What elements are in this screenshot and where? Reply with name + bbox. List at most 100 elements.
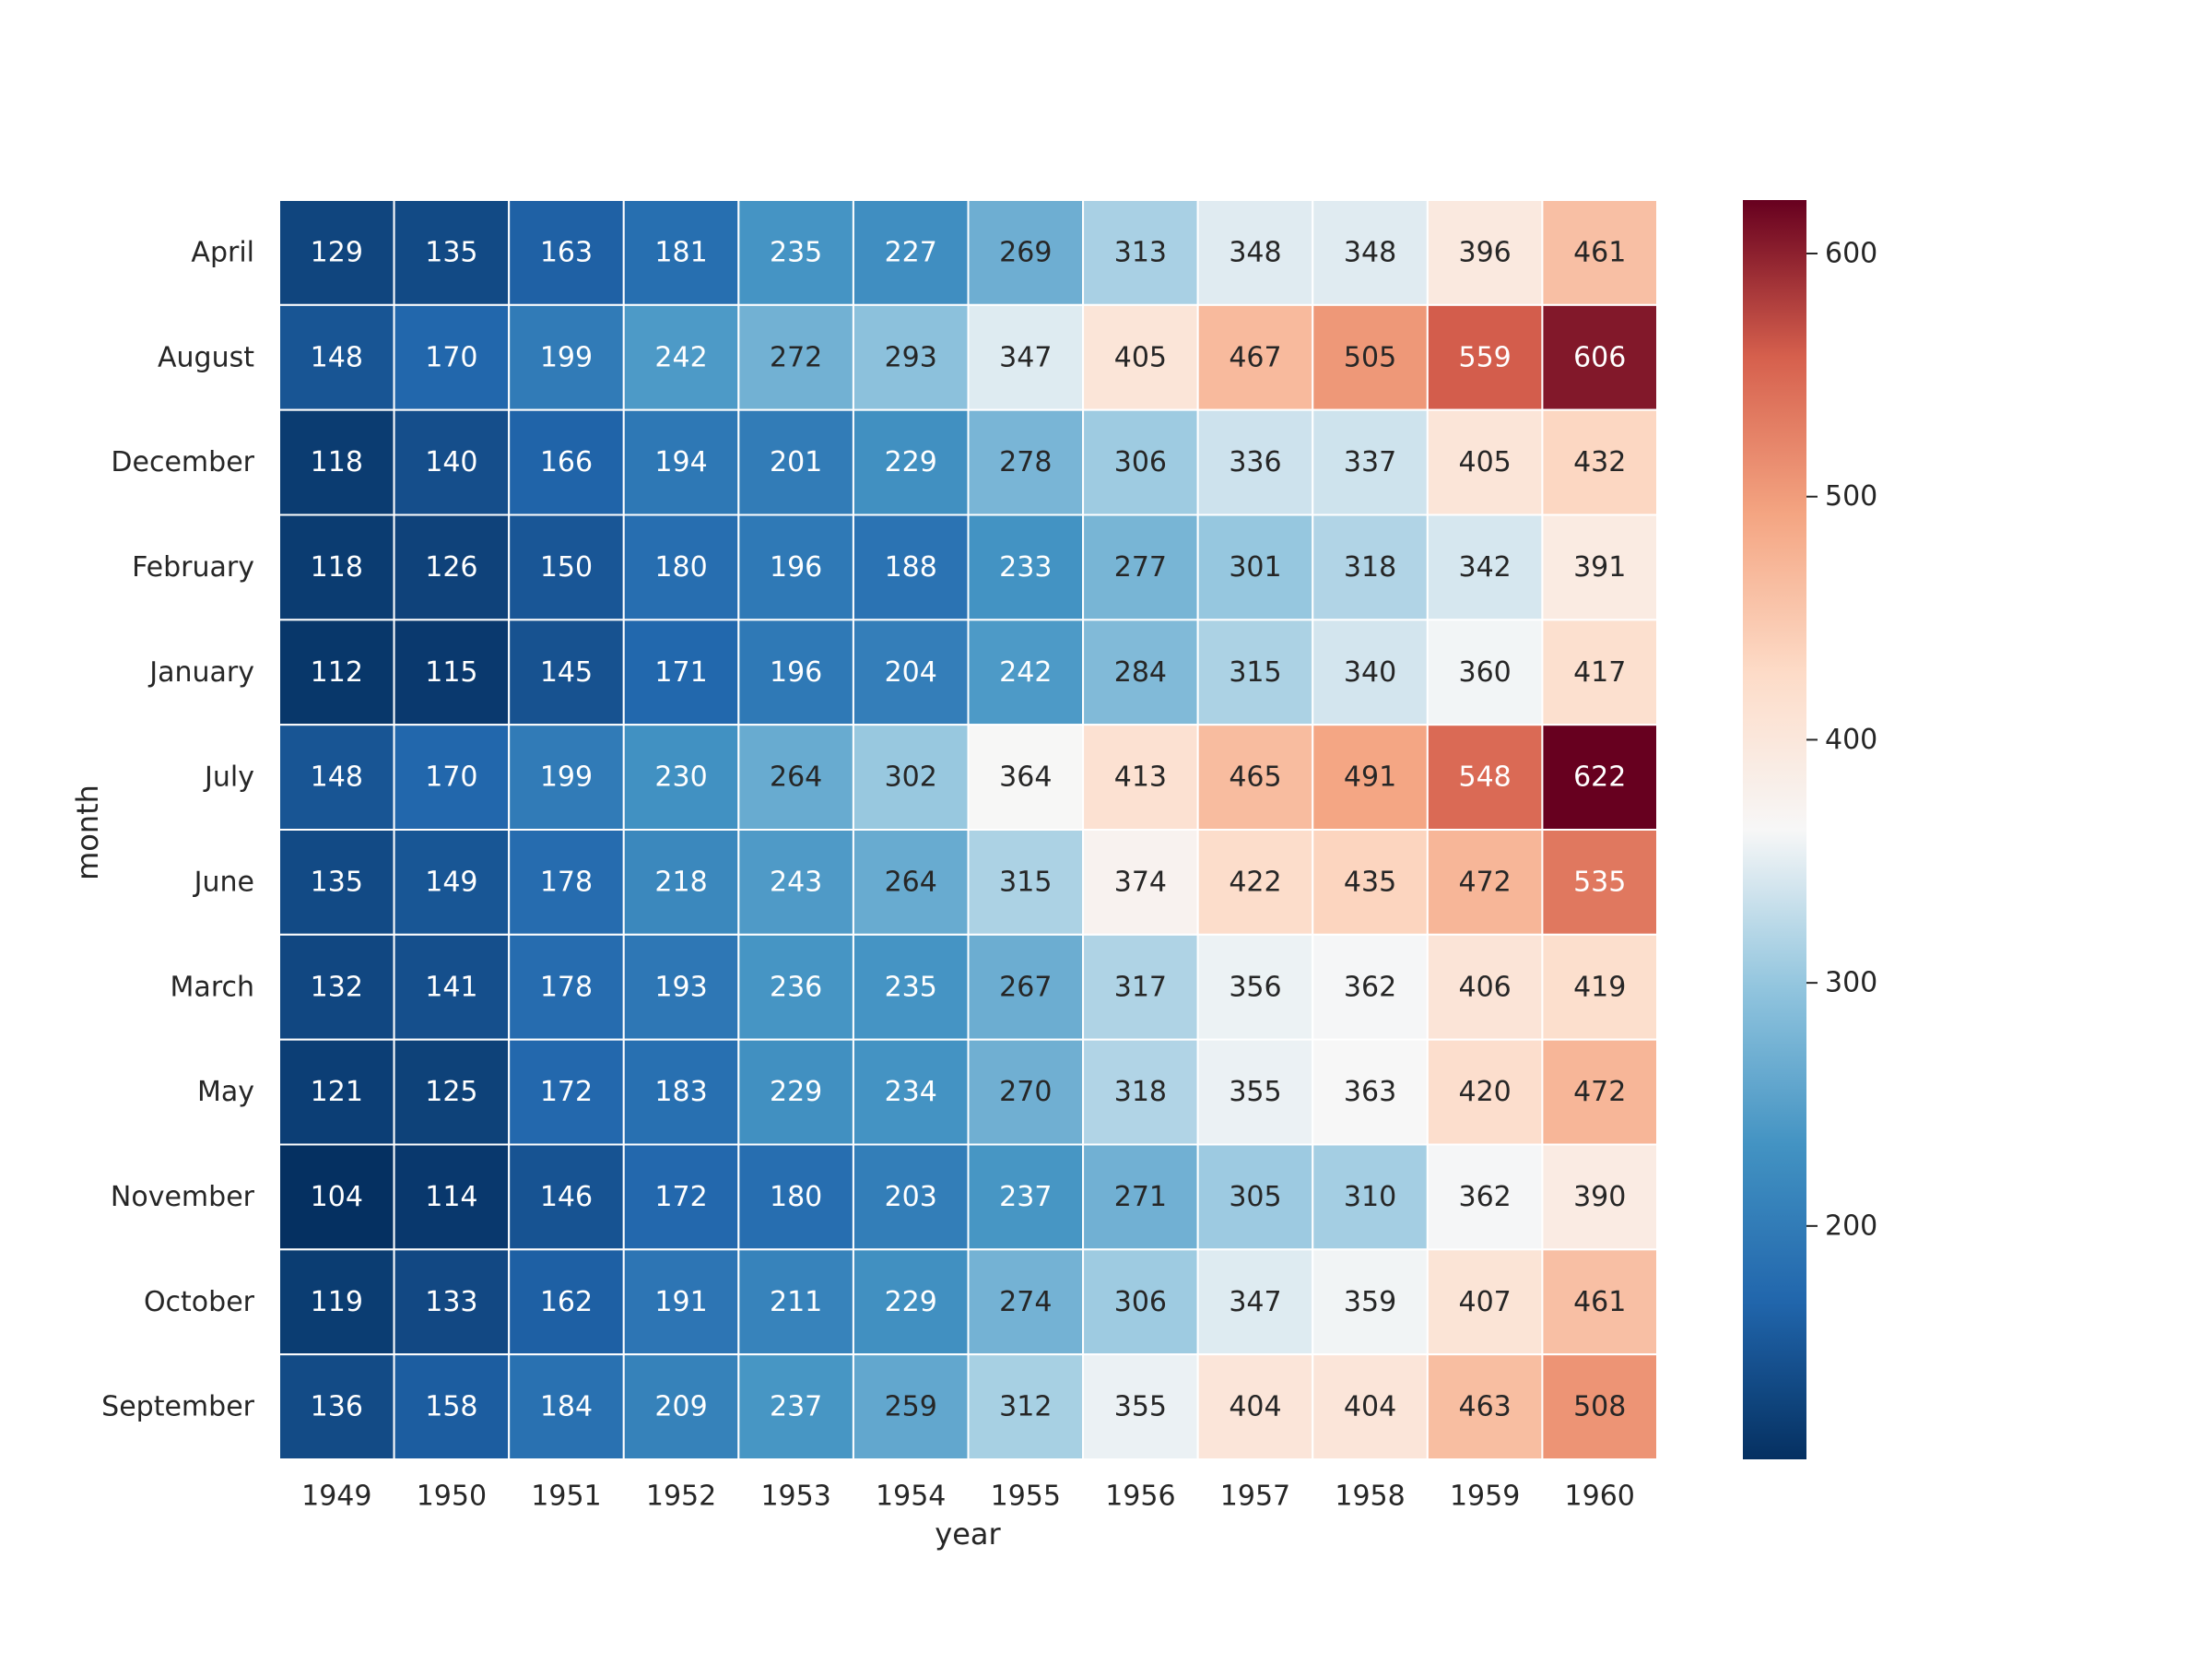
- heatmap-cell: [1541, 408, 1658, 516]
- heatmap-cell: [393, 303, 511, 411]
- cell-value-label: 270: [999, 1076, 1052, 1108]
- cell-value-label: 267: [999, 971, 1052, 1003]
- cell-value-label: 148: [311, 341, 363, 373]
- heatmap-cells: 129 135 163 181 235 227 269 313 348 348 396 461 148 1…: [278, 199, 1658, 1460]
- cell-value-label: 390: [1573, 1181, 1626, 1213]
- cell-value-label: 315: [1229, 656, 1281, 689]
- cell-value-label: 133: [425, 1286, 477, 1318]
- cell-value-label: 132: [311, 971, 363, 1003]
- heatmap-cell: [393, 1038, 511, 1146]
- heatmap-cell: [1196, 724, 1314, 832]
- y-tick-label: November: [111, 1181, 255, 1213]
- x-tick-label: 1953: [760, 1481, 830, 1513]
- colorbar-tick-label: 300: [1825, 967, 1877, 999]
- cell-value-label: 145: [540, 656, 593, 689]
- heatmap-cell: [967, 1353, 1085, 1460]
- heatmap-cell: [737, 829, 854, 936]
- y-tick-label: December: [111, 446, 254, 478]
- heatmap-cell: [737, 1353, 854, 1460]
- heatmap-cell: [622, 933, 740, 1041]
- heatmap-cell: [1426, 1248, 1544, 1356]
- cell-value-label: 364: [999, 761, 1052, 794]
- cell-value-label: 472: [1573, 1076, 1626, 1108]
- cell-value-label: 181: [654, 236, 707, 268]
- cell-value-label: 317: [1114, 971, 1167, 1003]
- cell-value-label: 435: [1344, 866, 1396, 898]
- cell-value-label: 463: [1458, 1391, 1511, 1423]
- cell-value-label: 211: [770, 1286, 822, 1318]
- cell-value-label: 242: [654, 341, 707, 373]
- heatmap-cell: [1082, 199, 1199, 306]
- cell-value-label: 363: [1344, 1076, 1396, 1108]
- cell-value-label: 191: [654, 1286, 707, 1318]
- cell-value-label: 315: [999, 866, 1052, 898]
- y-tick-label: September: [101, 1391, 254, 1423]
- cell-value-label: 269: [999, 236, 1052, 268]
- cell-value-label: 301: [1229, 551, 1281, 584]
- x-tick-label: 1958: [1335, 1481, 1405, 1513]
- cell-value-label: 237: [770, 1391, 822, 1423]
- heatmap-cell: [622, 829, 740, 936]
- heatmap-cell: [967, 933, 1085, 1041]
- heatmap-cell: [622, 724, 740, 832]
- cell-value-label: 114: [425, 1181, 477, 1213]
- heatmap-cell: [852, 619, 970, 726]
- cell-value-label: 162: [540, 1286, 593, 1318]
- cell-value-label: 264: [885, 866, 937, 898]
- heatmap-cell: [278, 1248, 395, 1356]
- heatmap-cell: [967, 513, 1085, 621]
- cell-value-label: 196: [770, 656, 822, 689]
- cell-value-label: 227: [885, 236, 937, 268]
- cell-value-label: 274: [999, 1286, 1052, 1318]
- heatmap-cell: [737, 933, 854, 1041]
- cell-value-label: 193: [654, 971, 707, 1003]
- cell-value-label: 104: [311, 1181, 363, 1213]
- cell-value-label: 505: [1344, 341, 1396, 373]
- cell-value-label: 422: [1229, 866, 1281, 898]
- cell-value-label: 136: [311, 1391, 363, 1423]
- y-tick-label: August: [158, 341, 254, 373]
- heatmap-cell: [1541, 829, 1658, 936]
- heatmap-cell: [1541, 724, 1658, 832]
- cell-value-label: 360: [1458, 656, 1511, 689]
- cell-value-label: 236: [770, 971, 822, 1003]
- y-tick-label: July: [203, 761, 254, 794]
- heatmap-cell: [1082, 1248, 1199, 1356]
- heatmap-cell: [622, 1248, 740, 1356]
- cell-value-label: 141: [425, 971, 477, 1003]
- heatmap-cell: [852, 303, 970, 411]
- heatmap-cell: [622, 303, 740, 411]
- x-tick-label: 1955: [991, 1481, 1061, 1513]
- heatmap-cell: [508, 199, 625, 306]
- cell-value-label: 229: [885, 1286, 937, 1318]
- heatmap-cell: [278, 829, 395, 936]
- heatmap-cell: [393, 1248, 511, 1356]
- cell-value-label: 417: [1573, 656, 1626, 689]
- x-tick-label: 1951: [531, 1481, 601, 1513]
- cell-value-label: 535: [1573, 866, 1626, 898]
- heatmap-cell: [967, 1248, 1085, 1356]
- cell-value-label: 337: [1344, 446, 1396, 478]
- heatmap-cell: [1312, 933, 1429, 1041]
- cell-value-label: 199: [540, 341, 593, 373]
- cell-value-label: 284: [1114, 656, 1167, 689]
- cell-value-label: 293: [885, 341, 937, 373]
- heatmap-cell: [508, 619, 625, 726]
- heatmap-cell: [967, 619, 1085, 726]
- heatmap-cell: [1196, 1248, 1314, 1356]
- cell-value-label: 158: [425, 1391, 477, 1423]
- heatmap-cell: [393, 1143, 511, 1251]
- cell-value-label: 548: [1458, 761, 1511, 794]
- cell-value-label: 235: [770, 236, 822, 268]
- cell-value-label: 233: [999, 551, 1052, 584]
- cell-value-label: 196: [770, 551, 822, 584]
- cell-value-label: 180: [770, 1181, 822, 1213]
- x-tick-label: 1960: [1565, 1481, 1635, 1513]
- x-tick-label: 1952: [646, 1481, 716, 1513]
- heatmap-cell: [393, 619, 511, 726]
- cell-value-label: 419: [1573, 971, 1626, 1003]
- cell-value-label: 359: [1344, 1286, 1396, 1318]
- cell-value-label: 461: [1573, 236, 1626, 268]
- cell-value-label: 235: [885, 971, 937, 1003]
- heatmap-cell: [1541, 513, 1658, 621]
